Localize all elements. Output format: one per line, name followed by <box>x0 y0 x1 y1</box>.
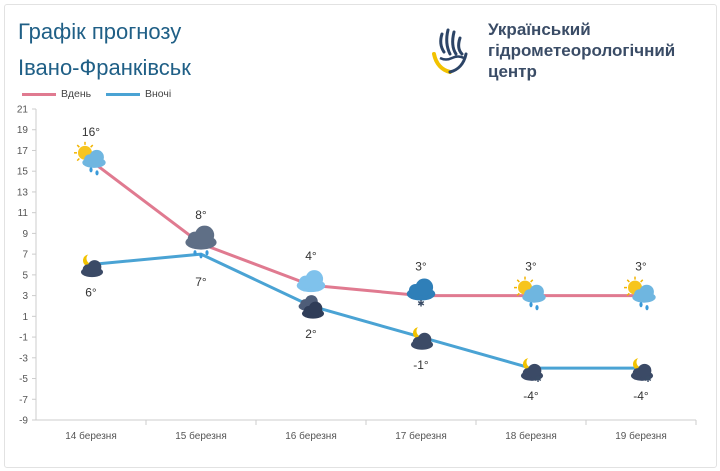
y-tick-label: 17 <box>17 146 29 157</box>
y-tick-label: 15 <box>17 167 29 178</box>
legend-label-day: Вдень <box>61 88 92 100</box>
svg-text:✱: ✱ <box>534 374 542 384</box>
dark-cloud-icon <box>298 295 325 319</box>
night-value-label: 6° <box>85 286 97 300</box>
org-line-2: гідрометеорологічний <box>488 41 676 60</box>
sun-cloud-rain-icon <box>624 276 656 311</box>
legend-item-day: Вдень <box>22 88 91 100</box>
cloud-icon <box>296 270 326 293</box>
day-value-label: 8° <box>195 208 207 222</box>
y-tick-label: 13 <box>17 187 29 198</box>
moon-cloud-snow-icon: ✱ <box>630 356 654 384</box>
org-name: Український гідрометеорологічний центр <box>488 19 675 82</box>
y-tick-label: 9 <box>22 229 28 240</box>
x-tick-label: 17 березня <box>395 430 447 442</box>
y-tick-label: -5 <box>19 374 28 385</box>
org-line-1: Український <box>488 20 591 39</box>
x-tick-label: 18 березня <box>505 430 557 442</box>
night-value-label: 2° <box>305 327 317 341</box>
org-line-3: центр <box>488 62 537 81</box>
y-tick-label: 5 <box>22 270 28 281</box>
night-value-label: 7° <box>195 275 207 289</box>
day-series-line <box>90 159 641 298</box>
x-tick-label: 19 березня <box>615 430 667 442</box>
day-value-label: 4° <box>305 249 317 263</box>
day-value-label: 3° <box>635 260 647 274</box>
hydromet-logo-icon <box>432 28 468 74</box>
y-tick-label: 21 <box>17 105 29 116</box>
day-value-label: 16° <box>82 125 100 139</box>
y-tick-label: -9 <box>19 416 28 427</box>
y-tick-label: 3 <box>22 291 28 302</box>
legend-swatch-night <box>106 92 140 96</box>
y-tick-label: -3 <box>19 353 28 364</box>
y-tick-label: 1 <box>22 312 28 323</box>
chart-frame <box>4 4 717 468</box>
legend-swatch-day <box>22 92 56 96</box>
rain-cloud-icon <box>185 225 217 259</box>
city-name: Івано-Франківськ <box>18 55 191 80</box>
legend-label-night: Вночі <box>145 88 172 100</box>
x-tick-label: 15 березня <box>175 430 227 442</box>
legend-item-night: Вночі <box>106 88 171 100</box>
night-series-line <box>90 252 641 370</box>
y-tick-label: 7 <box>22 250 28 261</box>
y-tick-label: 19 <box>17 125 29 136</box>
svg-text:✱: ✱ <box>417 299 425 309</box>
moon-cloud-icon <box>410 325 434 350</box>
night-value-label: -1° <box>413 358 429 372</box>
x-tick-label: 16 березня <box>285 430 337 442</box>
day-value-label: 3° <box>525 260 537 274</box>
y-tick-label: -7 <box>19 395 28 406</box>
y-tick-label: 11 <box>18 208 29 219</box>
sun-cloud-rain-icon <box>514 276 546 311</box>
page-title: Графік прогнозу <box>18 19 182 44</box>
cloud-snow-icon: ✱ <box>406 278 436 309</box>
day-value-label: 3° <box>415 260 427 274</box>
night-value-label: -4° <box>633 389 649 403</box>
x-tick-label: 14 березня <box>65 430 117 442</box>
sun-cloud-rain-icon <box>74 141 106 176</box>
night-value-label: -4° <box>523 389 539 403</box>
y-tick-label: -1 <box>19 333 28 344</box>
svg-text:✱: ✱ <box>644 374 652 384</box>
moon-cloud-snow-icon: ✱ <box>520 356 544 384</box>
moon-cloud-icon <box>80 253 104 278</box>
